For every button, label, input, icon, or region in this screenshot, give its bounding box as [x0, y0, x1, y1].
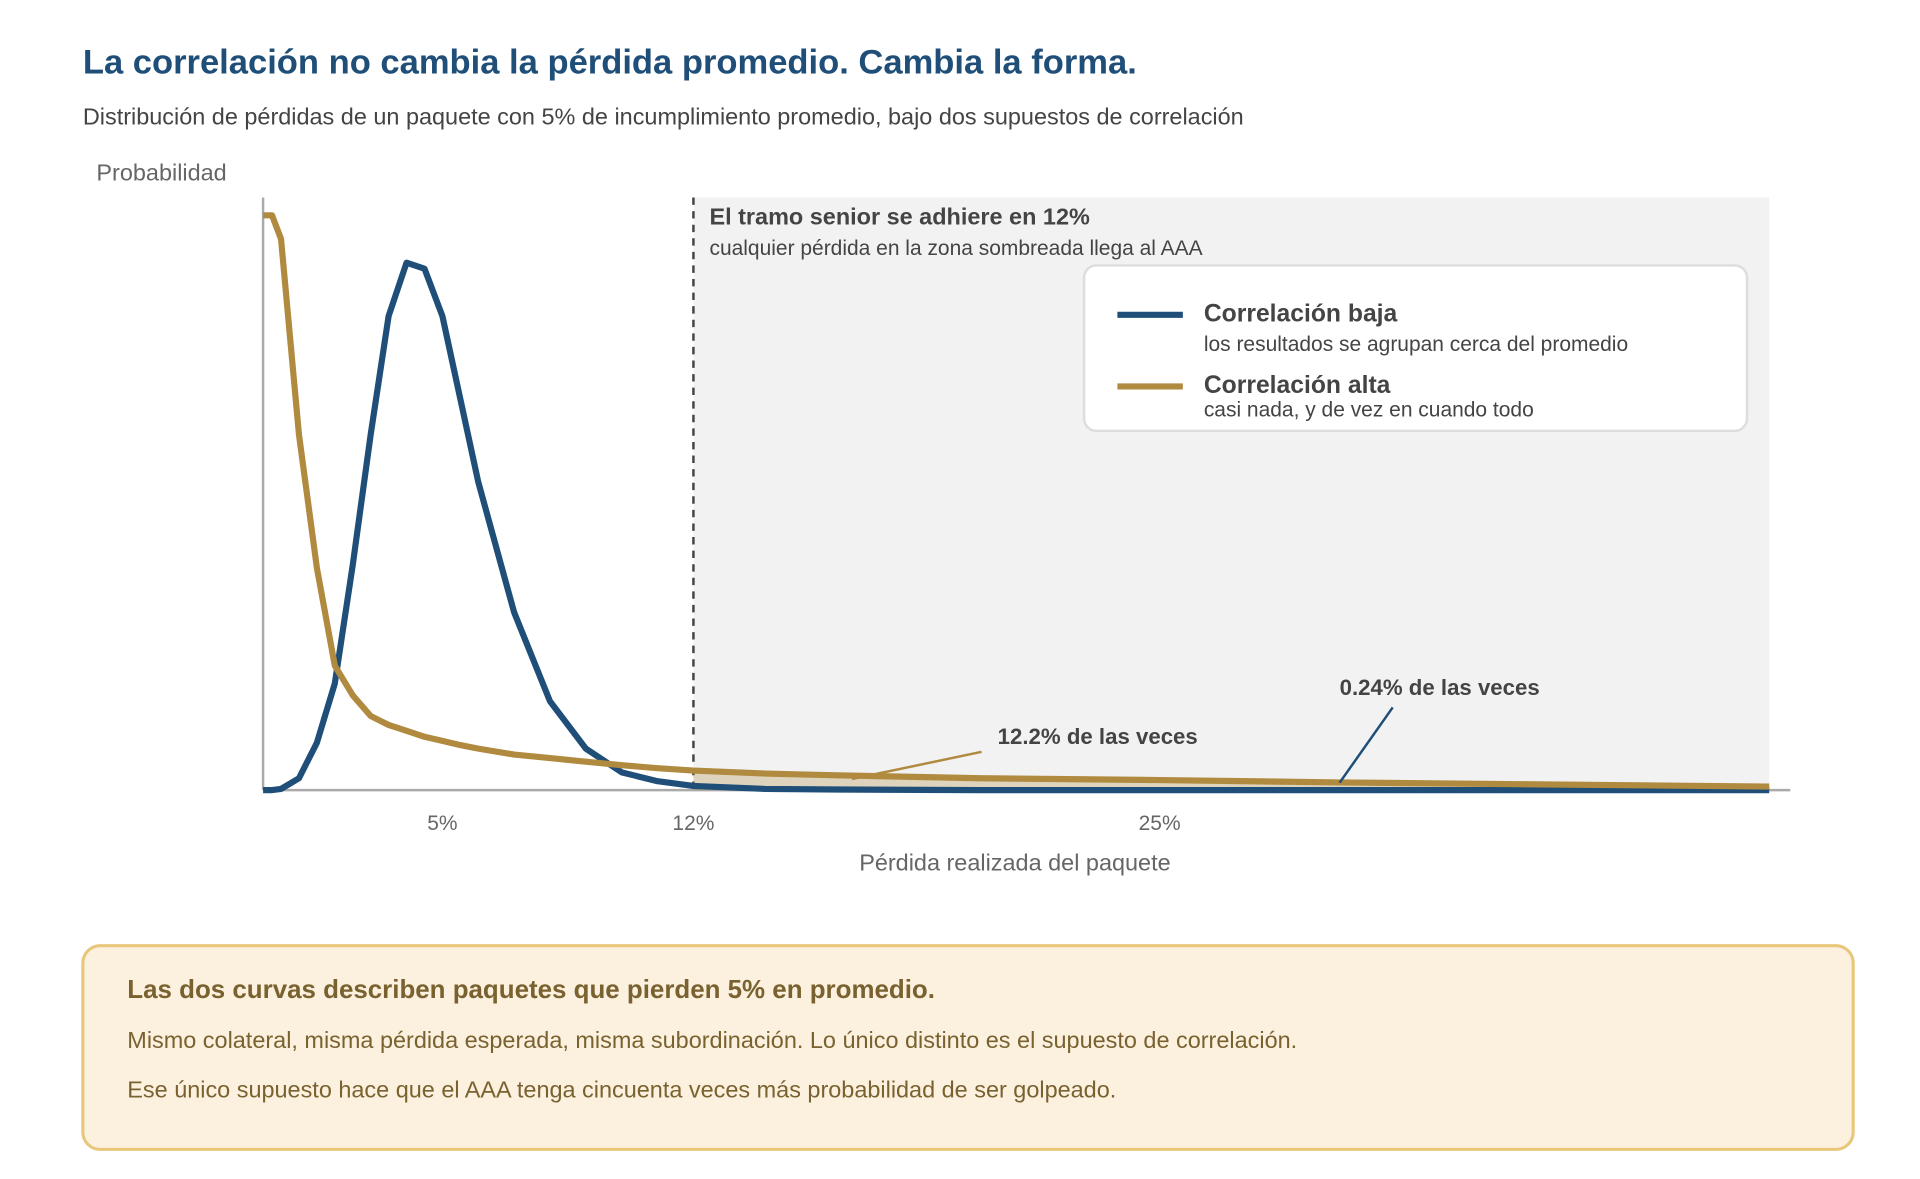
chart-title: La correlación no cambia la pérdida prom…	[83, 43, 1137, 81]
callout-line: Mismo colateral, misma pérdida esperada,…	[127, 1027, 1297, 1053]
shade-title: El tramo senior se adhiere en 12%	[709, 204, 1090, 230]
legend-label: Correlación baja	[1204, 300, 1398, 327]
callout-title: Las dos curvas describen paquetes que pi…	[127, 976, 935, 1004]
annotation-leader	[851, 750, 982, 781]
x-tick-label: 5%	[427, 812, 457, 835]
callout-line: Ese único supuesto hace que el AAA tenga…	[127, 1077, 1116, 1103]
legend-note: los resultados se agrupan cerca del prom…	[1204, 333, 1628, 356]
callout-box	[81, 944, 1855, 1151]
legend-note: casi nada, y de vez en cuando todo	[1204, 399, 1534, 422]
shade-note: cualquier pérdida en la zona sombreada l…	[709, 237, 1202, 260]
x-axis-label: Pérdida realizada del paquete	[859, 849, 1170, 875]
chart-subtitle: Distribución de pérdidas de un paquete c…	[83, 104, 1244, 130]
series-line	[263, 212, 1770, 790]
annotation-leader	[1338, 706, 1394, 784]
legend-label: Correlación alta	[1204, 372, 1391, 399]
y-axis-label: Probabilidad	[96, 159, 226, 185]
legend: Correlación baja los resultados se agrupa…	[1117, 300, 1628, 422]
annotation: 12.2% de las veces	[998, 724, 1198, 749]
x-tick-label: 25%	[1139, 812, 1181, 835]
series-line	[263, 259, 1770, 794]
x-tick-label: 12%	[672, 812, 714, 835]
annotation: 0.24% de las veces	[1340, 675, 1540, 700]
legend-box	[1082, 264, 1749, 433]
